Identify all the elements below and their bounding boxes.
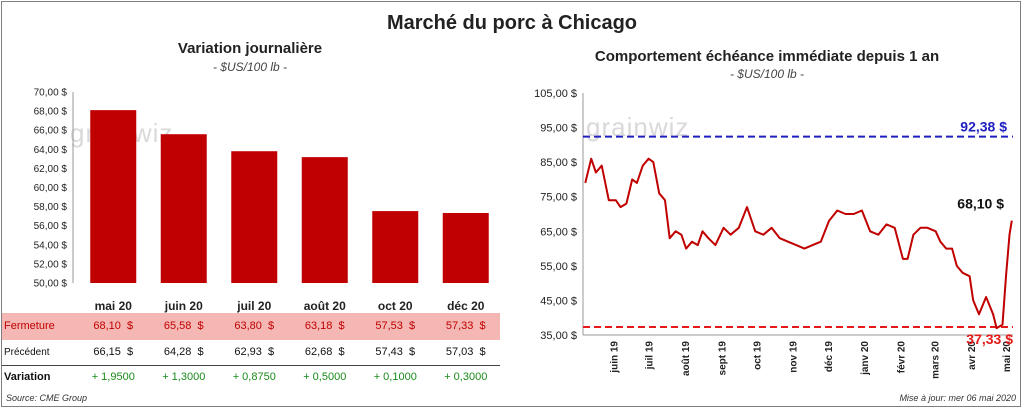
table-cell: + 0,1000 <box>373 371 417 383</box>
x-tick-label: nov 19 <box>789 341 800 373</box>
table-cell: 57,33 $ <box>445 320 486 332</box>
price-series-line <box>584 157 1013 330</box>
y-tick-label: 60,00 $ <box>34 183 68 194</box>
update-note: Mise à jour: mer 06 mai 2020 <box>899 393 1016 403</box>
y-tick-label: 65,00 $ <box>540 226 577 238</box>
y-tick-label: 85,00 $ <box>540 157 577 169</box>
table-cell: 57,53 $ <box>375 320 416 332</box>
y-tick-label: 62,00 $ <box>34 164 68 175</box>
x-tick-label: mai 20 <box>95 299 133 313</box>
table-cell: 66,15 $ <box>93 346 134 358</box>
row-label: Variation <box>4 371 51 383</box>
y-tick-label: 56,00 $ <box>34 221 68 232</box>
source-note: Source: CME Group <box>6 393 88 403</box>
row-label: Fermeture <box>4 320 55 332</box>
x-tick-label: août 20 <box>304 299 346 313</box>
x-tick-label: avr 20 <box>967 341 978 370</box>
bar-chart: 50,00 $ 52,00 $ 54,00 $ 56,00 $ 58,00 $ 60,00… <box>34 88 489 313</box>
x-tick-label: févr 20 <box>897 341 908 374</box>
line-chart-title: Comportement échéance immédiate depuis 1… <box>594 48 940 65</box>
table-cell: + 0,8750 <box>232 371 276 383</box>
bar-juil-20 <box>231 151 278 283</box>
y-tick-label: 35,00 $ <box>540 330 577 342</box>
bar-chart-units: - $US/100 lb - <box>212 60 288 74</box>
table-cell: 57,43 $ <box>375 346 416 358</box>
x-tick-label: juin 19 <box>609 341 620 374</box>
max-value-label: 92,38 $ <box>960 119 1007 135</box>
y-tick-label: 55,00 $ <box>540 261 577 273</box>
table-row-precedent: Précédent 66,15 $ 64,28 $ 62,93 $ 62,68 $ 57,… <box>2 340 500 366</box>
x-tick-label: sept 19 <box>717 341 728 376</box>
x-tick-label: déc 19 <box>824 341 835 373</box>
x-tick-label: mai 20 <box>1002 341 1013 373</box>
table-cell: 64,28 $ <box>163 346 204 358</box>
y-tick-label: 75,00 $ <box>540 192 577 204</box>
y-tick-label: 64,00 $ <box>34 145 68 156</box>
page-title: Marché du porc à Chicago <box>386 12 638 34</box>
bar-chart-title: Variation journalière <box>177 40 323 57</box>
table-cell: 63,18 $ <box>304 320 345 332</box>
y-tick-label: 58,00 $ <box>34 202 68 213</box>
y-tick-label: 50,00 $ <box>34 279 68 290</box>
table-cell: + 1,3000 <box>162 371 206 383</box>
y-tick-label: 52,00 $ <box>34 259 68 270</box>
table-cell: 68,10 $ <box>93 320 134 332</box>
y-tick-label: 105,00 $ <box>534 88 577 100</box>
x-tick-label: juin 20 <box>164 299 203 313</box>
bar-oct-20 <box>372 211 419 283</box>
line-chart-units: - $US/100 lb - <box>729 67 805 81</box>
table-cell: 63,80 $ <box>234 320 275 332</box>
x-tick-label: août 19 <box>681 341 692 376</box>
x-tick-label: juil 20 <box>236 299 271 313</box>
y-tick-label: 54,00 $ <box>34 240 68 251</box>
x-tick-label: mars 20 <box>930 341 941 379</box>
table-row-fermeture: Fermeture 68,10 $ 65,58 $ 63,80 $ 63,18 $ 57,… <box>2 313 500 340</box>
min-value-label: 37,33 $ <box>966 331 1013 347</box>
last-value-label: 68,10 $ <box>957 196 1004 212</box>
line-chart: 35,00 $ 45,00 $ 55,00 $ 65,00 $ 75,00 $ 85,00… <box>534 88 1013 379</box>
x-tick-label: déc 20 <box>447 299 485 313</box>
x-tick-label: oct 20 <box>378 299 413 313</box>
table-row-variation: Variation + 1,9500 + 1,3000 + 0,8750 + 0,500… <box>2 365 500 390</box>
table-cell: 57,03 $ <box>445 346 486 358</box>
x-tick-label: juil 19 <box>645 341 656 371</box>
y-tick-label: 45,00 $ <box>540 295 577 307</box>
y-tick-label: 66,00 $ <box>34 126 68 137</box>
x-tick-label: oct 19 <box>752 341 763 370</box>
bar-juin-20 <box>160 134 207 283</box>
table-cell: 62,68 $ <box>304 346 345 358</box>
table-cell: 65,58 $ <box>163 320 204 332</box>
table-cell: + 0,5000 <box>303 371 347 383</box>
row-label: Précédent <box>4 347 50 358</box>
table-cell: + 0,3000 <box>444 371 488 383</box>
y-tick-label: 95,00 $ <box>540 123 577 135</box>
y-tick-label: 68,00 $ <box>34 107 68 118</box>
y-tick-label: 70,00 $ <box>34 88 68 99</box>
bar-déc-20 <box>442 212 489 283</box>
x-tick-label: janv 20 <box>860 341 871 376</box>
table-cell: + 1,9500 <box>91 371 135 383</box>
table-cell: 62,93 $ <box>234 346 275 358</box>
bar-mai-20 <box>90 110 137 283</box>
bar-août-20 <box>301 157 348 283</box>
